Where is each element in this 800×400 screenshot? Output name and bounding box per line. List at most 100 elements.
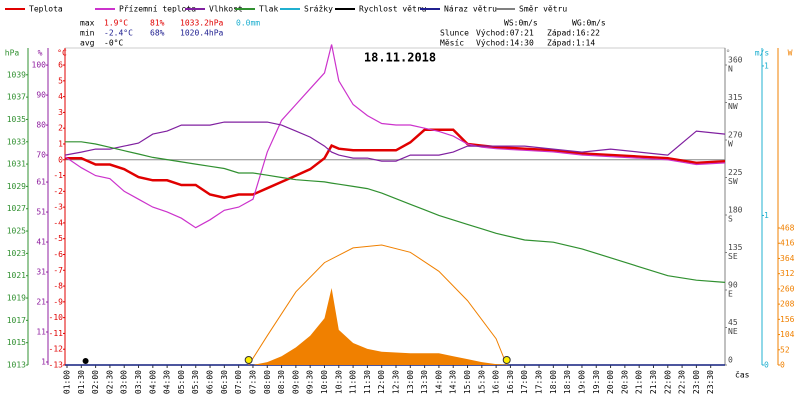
y-tick-label: 90 <box>728 281 738 290</box>
y-tick-label: -13 <box>49 361 64 370</box>
x-tick-label: 07:30 <box>248 370 257 394</box>
x-tick-label: 13:30 <box>420 370 429 394</box>
y-tick-letter: SW <box>728 177 738 186</box>
legend-label: Vlhkost <box>209 5 243 14</box>
y-tick-label: 61 <box>36 178 46 187</box>
x-tick-label: 18:30 <box>563 370 572 394</box>
legend-label: Tlak <box>259 5 278 14</box>
y-tick-label: 1 <box>764 61 769 70</box>
solar-area <box>252 288 511 365</box>
y-tick-label: 6 <box>58 61 63 70</box>
y-tick-label: -9 <box>53 297 63 306</box>
y-tick-label: 312 <box>780 269 795 278</box>
y-tick-label: -2 <box>53 187 63 196</box>
series-line <box>64 44 726 229</box>
x-tick-label: 12:00 <box>377 370 386 394</box>
legend-label: Směr větru <box>519 5 567 14</box>
x-tick-label: 14:30 <box>449 370 458 394</box>
stat-text: -0°C <box>104 39 123 48</box>
stat-text: 68% <box>150 29 165 38</box>
y-tick-label: 1033 <box>7 137 26 146</box>
x-tick-label: 02:00 <box>91 370 100 394</box>
x-tick-label: 04:00 <box>148 370 157 394</box>
y-tick-letter: W <box>728 140 733 149</box>
y-tick-label: -3 <box>53 203 63 212</box>
y-tick-label: 1013 <box>7 361 26 370</box>
y-tick-label: 51 <box>36 208 46 217</box>
y-tick-label: 1027 <box>7 204 26 213</box>
x-tick-label: 22:00 <box>663 370 672 394</box>
y-tick-label: 180 <box>728 206 743 215</box>
x-tick-label: 19:30 <box>592 370 601 394</box>
y-tick-label: 1031 <box>7 160 26 169</box>
info-text: Východ:14:30 <box>476 39 534 48</box>
y-tick-label: 1 <box>58 139 63 148</box>
x-tick-label: 17:00 <box>520 370 529 394</box>
x-tick-label: 20:00 <box>606 370 615 394</box>
y-tick-label: 1015 <box>7 338 26 347</box>
x-tick-label: 18:00 <box>549 370 558 394</box>
x-tick-label: 11:00 <box>349 370 358 394</box>
y-tick-label: 21 <box>36 298 46 307</box>
info-text: Měsíc <box>440 39 464 48</box>
info-text: Slunce <box>440 29 469 38</box>
x-tick-label: 05:30 <box>191 370 200 394</box>
x-tick-label: 15:30 <box>477 370 486 394</box>
series-line <box>65 128 726 199</box>
legend-label: Srážky <box>304 5 333 14</box>
y-tick-label: 90 <box>36 91 46 100</box>
stat-text: min <box>80 29 95 38</box>
y-tick-label: 270 <box>728 131 743 140</box>
y-tick-label: 31 <box>36 268 46 277</box>
stat-text: -2.4°C <box>104 29 133 38</box>
x-tick-label: 06:00 <box>206 370 215 394</box>
stat-text: 1.9°C <box>104 19 128 28</box>
legend-label: Přízemní teplota <box>119 5 196 14</box>
y-tick-label: 1 <box>764 211 769 220</box>
y-tick-label: 1025 <box>7 227 26 236</box>
y-tick-label: 225 <box>728 168 743 177</box>
info-text: Východ:07:21 <box>476 29 534 38</box>
stat-text: 81% <box>150 19 165 28</box>
x-tick-label: 10:30 <box>334 370 343 394</box>
x-tick-label: 01:30 <box>77 370 86 394</box>
x-tick-label: 08:00 <box>263 370 272 394</box>
wind-direction-dot <box>82 358 89 364</box>
x-tick-label: 14:00 <box>434 370 443 394</box>
y-tick-label: 3 <box>58 108 63 117</box>
y-tick-label: 0 <box>764 361 769 370</box>
stat-text: 1033.2hPa <box>180 19 224 28</box>
y-tick-label: 135 <box>728 243 743 252</box>
sun-marker <box>502 356 511 364</box>
x-tick-label: 12:30 <box>392 370 401 394</box>
x-tick-label: 03:30 <box>134 370 143 394</box>
y-tick-label: 4 <box>58 92 63 101</box>
x-tick-label: 19:00 <box>577 370 586 394</box>
x-tick-label: 09:00 <box>291 370 300 394</box>
y-tick-label: 5 <box>58 76 63 85</box>
x-tick-label: 06:30 <box>220 370 229 394</box>
legend-label: Teplota <box>29 5 63 14</box>
stat-text: 0.0mm <box>236 19 260 28</box>
legend-label: Rychlost větru <box>359 5 427 14</box>
y-tick-label: 0 <box>728 356 733 365</box>
y-tick-label: 11 <box>36 328 46 337</box>
x-axis-label: čas <box>735 370 750 380</box>
x-tick-label: 09:30 <box>306 370 315 394</box>
y-tick-letter: SE <box>728 252 738 261</box>
y-tick-label: 1035 <box>7 115 26 124</box>
series-line <box>65 141 726 283</box>
x-tick-label: 20:30 <box>620 370 629 394</box>
y-tick-label: 2 <box>58 124 63 133</box>
y-tick-label: -11 <box>49 329 64 338</box>
x-tick-label: 16:30 <box>506 370 515 394</box>
series-line <box>248 244 508 366</box>
y-tick-label: -12 <box>49 345 64 354</box>
y-tick-label: 100 <box>32 61 47 70</box>
y-tick-label: 1039 <box>7 70 26 79</box>
x-tick-label: 17:30 <box>535 370 544 394</box>
y-tick-letter: E <box>728 290 733 299</box>
y-tick-label: 468 <box>780 224 795 233</box>
x-tick-label: 01:00 <box>63 370 72 394</box>
y-tick-label: 364 <box>780 254 795 263</box>
